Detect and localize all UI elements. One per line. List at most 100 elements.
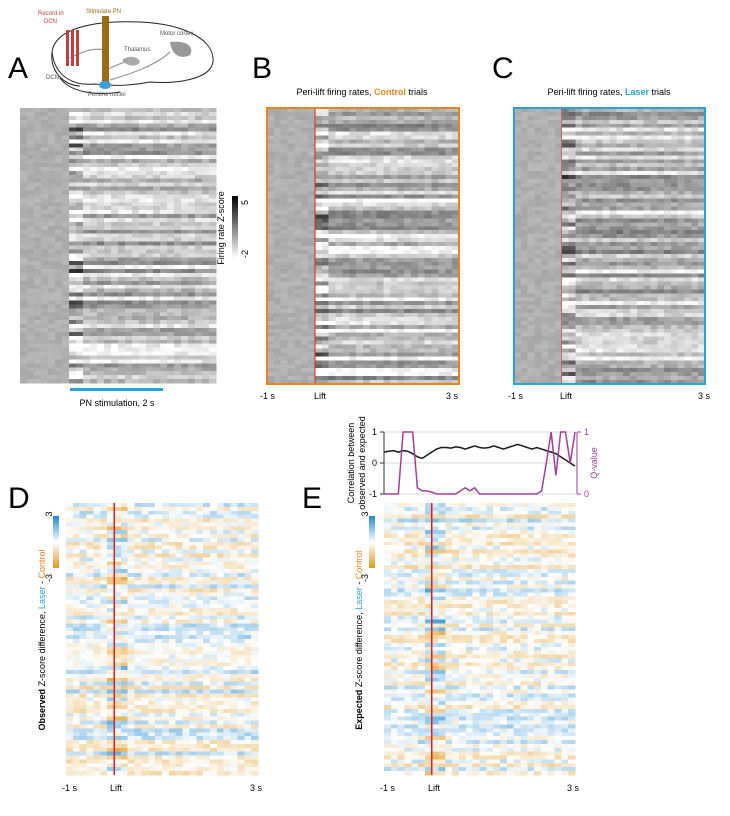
- heatmap-cell: [181, 108, 189, 113]
- heatmap-cell: [209, 355, 217, 360]
- heatmap-cell: [125, 229, 133, 235]
- heatmap-cell: [684, 139, 692, 144]
- heatmap-cell: [174, 273, 182, 278]
- heatmap-cell: [160, 155, 168, 160]
- heatmap-cell: [308, 273, 316, 279]
- heatmap-cell: [390, 131, 398, 137]
- heatmap-cell: [209, 190, 217, 195]
- heatmap-cell: [167, 159, 175, 164]
- heatmap-cell: [69, 225, 77, 231]
- heatmap-cell: [342, 273, 350, 279]
- heatmap-cell: [629, 246, 638, 251]
- heatmap-cell: [111, 261, 119, 266]
- heatmap-cell: [34, 229, 42, 235]
- heatmap-cell: [321, 226, 330, 231]
- heatmap-cell: [267, 332, 275, 338]
- heatmap-cell: [452, 175, 460, 180]
- heatmap-cell: [181, 245, 189, 250]
- heatmap-cell: [698, 175, 706, 180]
- heatmap-cell: [267, 309, 275, 314]
- heatmap-cell: [267, 265, 275, 271]
- heatmap-cell: [55, 328, 63, 333]
- heatmap-cell: [41, 347, 49, 353]
- heatmap-cell: [417, 214, 426, 219]
- heatmap-cell: [616, 131, 624, 137]
- heatmap-cell: [273, 289, 282, 294]
- heatmap-cell: [104, 127, 112, 133]
- heatmap-cell: [616, 226, 624, 231]
- heatmap-cell: [153, 178, 161, 184]
- heatmap-cell: [643, 155, 651, 160]
- heatmap-cell: [132, 375, 140, 380]
- heatmap-cell: [76, 328, 84, 333]
- heatmap-cell: [342, 119, 350, 125]
- heatmap-cell: [111, 343, 119, 349]
- heatmap-cell: [315, 316, 323, 322]
- heatmap-cell: [97, 261, 105, 266]
- heatmap-cell: [83, 249, 91, 254]
- heatmap-cell: [48, 288, 56, 294]
- heatmap-cell: [48, 233, 56, 239]
- heatmap-cell: [541, 190, 549, 196]
- heatmap-cell: [411, 155, 419, 160]
- heatmap-cell: [273, 372, 282, 377]
- heatmap-cell: [356, 313, 364, 318]
- heatmap-cell: [97, 276, 105, 282]
- heatmap-cell: [397, 356, 405, 361]
- heatmap-cell: [369, 336, 378, 342]
- heatmap-cell: [431, 139, 439, 144]
- heatmap-cell: [541, 218, 549, 223]
- heatmap-cell: [287, 289, 295, 294]
- heatmap-cell: [167, 182, 175, 188]
- heatmap-cell: [294, 352, 302, 357]
- heatmap-cell: [55, 269, 63, 274]
- heatmap-cell: [534, 198, 542, 204]
- heatmap-cell: [514, 111, 522, 117]
- heatmap-cell: [104, 245, 112, 250]
- heatmap-cell: [118, 186, 126, 191]
- heatmap-cell: [83, 324, 91, 329]
- heatmap-cell: [424, 313, 433, 318]
- heatmap-cell: [561, 238, 570, 243]
- heatmap-cell: [167, 139, 175, 144]
- heatmap-cell: [76, 351, 84, 356]
- heatmap-cell: [55, 300, 63, 305]
- heatmap-cell: [280, 273, 289, 279]
- heatmap-cell: [431, 309, 439, 314]
- heatmap-cell: [376, 242, 385, 247]
- heatmap-cell: [397, 175, 405, 180]
- heatmap-cell: [404, 249, 412, 255]
- heatmap-cell: [160, 339, 168, 345]
- heatmap-cell: [349, 139, 357, 144]
- heatmap-cell: [27, 225, 35, 231]
- heatmap-cell: [83, 229, 91, 235]
- heatmap-cell: [514, 198, 522, 204]
- heatmap-cell: [349, 324, 357, 330]
- heatmap-cell: [548, 119, 556, 125]
- heatmap-cell: [643, 226, 651, 231]
- heatmap-cell: [55, 210, 63, 215]
- heatmap-cell: [181, 206, 189, 211]
- heatmap-cell: [132, 111, 140, 117]
- heatmap-cell: [411, 198, 419, 204]
- heatmap-cell: [55, 371, 63, 376]
- heatmap-cell: [452, 159, 460, 164]
- heatmap-cell: [315, 155, 323, 160]
- heatmap-cell: [287, 273, 295, 279]
- heatmap-cell: [132, 139, 140, 144]
- heatmap-cell: [582, 226, 590, 231]
- heatmap-cell: [315, 246, 323, 251]
- heatmap-cell: [27, 363, 35, 368]
- heatmap-cell: [27, 143, 35, 148]
- heatmap-cell: [356, 261, 364, 267]
- heatmap-cell: [34, 331, 42, 337]
- heatmap-cell: [431, 336, 439, 342]
- heatmap-cell: [167, 221, 175, 227]
- heatmap-cell: [104, 119, 112, 125]
- heatmap-cell: [664, 190, 672, 196]
- heatmap-cell: [684, 234, 692, 239]
- heatmap-cell: [202, 241, 210, 246]
- heatmap-cell: [167, 202, 175, 207]
- heatmap-cell: [132, 119, 140, 125]
- heatmap-cell: [445, 340, 453, 346]
